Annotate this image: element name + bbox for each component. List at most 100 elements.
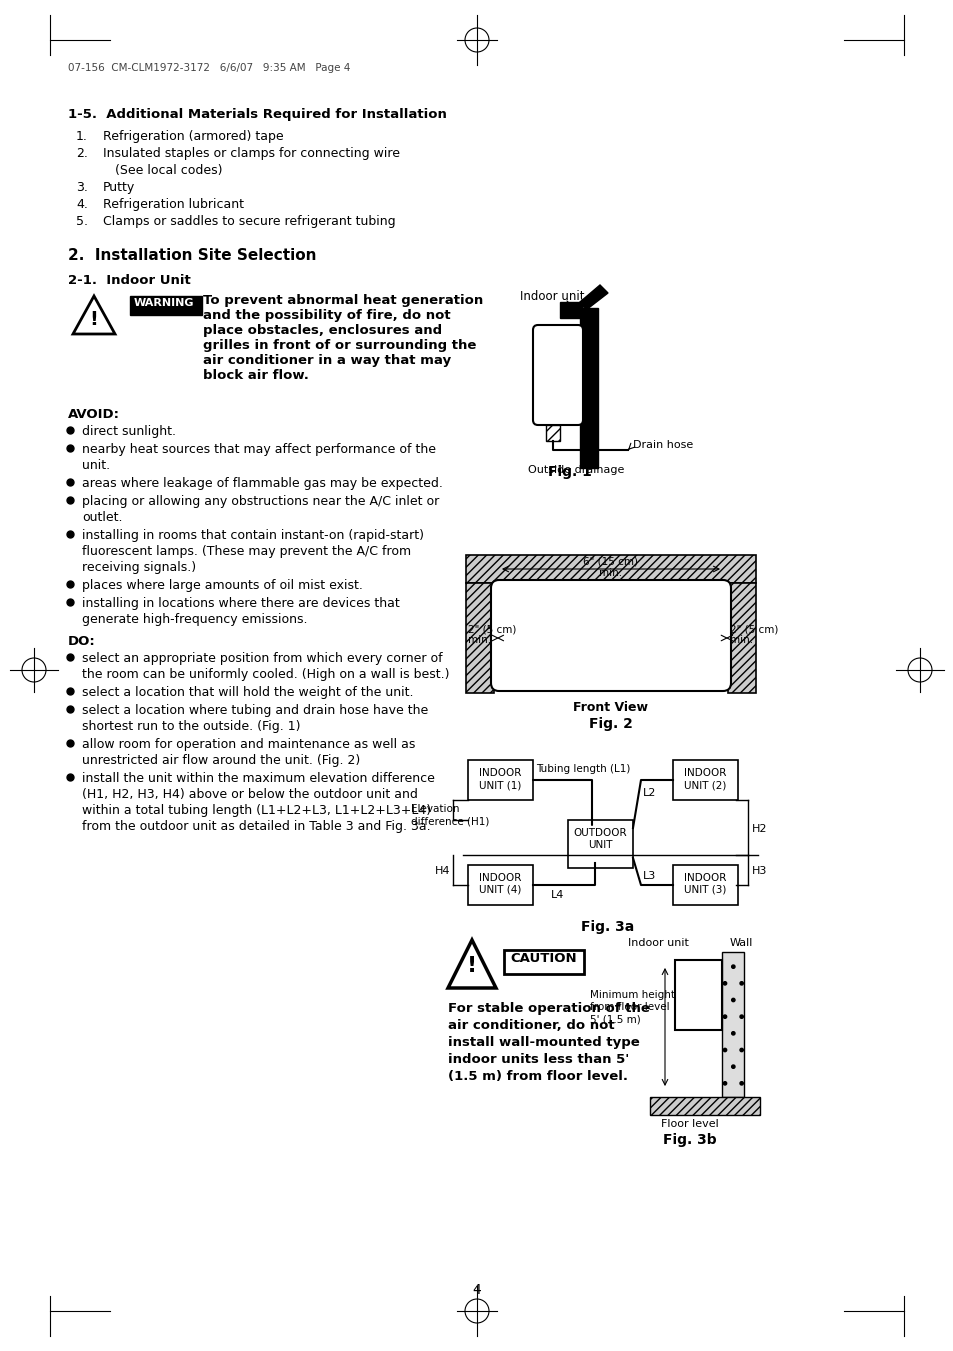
Text: Refrigeration lubricant: Refrigeration lubricant bbox=[103, 199, 244, 211]
Text: 2-1.  Indoor Unit: 2-1. Indoor Unit bbox=[68, 274, 191, 286]
Text: from floor level: from floor level bbox=[589, 1002, 669, 1012]
Text: !: ! bbox=[90, 309, 98, 330]
Text: INDOOR: INDOOR bbox=[478, 873, 521, 884]
Text: INDOOR: INDOOR bbox=[683, 767, 726, 778]
Bar bbox=[468, 761, 533, 800]
Text: unrestricted air flow around the unit. (Fig. 2): unrestricted air flow around the unit. (… bbox=[82, 754, 360, 767]
Bar bbox=[503, 950, 583, 974]
Text: 6" (15 cm): 6" (15 cm) bbox=[583, 557, 638, 567]
Text: places where large amounts of oil mist exist.: places where large amounts of oil mist e… bbox=[82, 580, 362, 592]
Text: min.: min. bbox=[729, 635, 752, 644]
Bar bbox=[468, 865, 533, 905]
Text: 1-5.  Additional Materials Required for Installation: 1-5. Additional Materials Required for I… bbox=[68, 108, 446, 122]
FancyBboxPatch shape bbox=[533, 326, 582, 426]
Text: Indoor unit: Indoor unit bbox=[519, 290, 584, 303]
Text: 5.: 5. bbox=[76, 215, 88, 228]
Text: Insulated staples or clamps for connecting wire: Insulated staples or clamps for connecti… bbox=[103, 147, 399, 159]
Text: Refrigeration (armored) tape: Refrigeration (armored) tape bbox=[103, 130, 283, 143]
Bar bbox=[559, 303, 581, 317]
Text: AVOID:: AVOID: bbox=[68, 408, 120, 422]
Text: Tubing length (L1): Tubing length (L1) bbox=[536, 765, 630, 774]
Text: fluorescent lamps. (These may prevent the A/C from: fluorescent lamps. (These may prevent th… bbox=[82, 544, 411, 558]
Text: 2" (5 cm): 2" (5 cm) bbox=[468, 624, 516, 634]
Text: unit.: unit. bbox=[82, 459, 110, 471]
Text: UNIT (1): UNIT (1) bbox=[478, 780, 521, 790]
Text: from the outdoor unit as detailed in Table 3 and Fig. 3a.: from the outdoor unit as detailed in Tab… bbox=[82, 820, 430, 834]
Text: UNIT: UNIT bbox=[588, 840, 612, 850]
Text: For stable operation of the: For stable operation of the bbox=[448, 1002, 649, 1015]
Text: the room can be uniformly cooled. (High on a wall is best.): the room can be uniformly cooled. (High … bbox=[82, 667, 449, 681]
Text: WARNING: WARNING bbox=[133, 299, 194, 308]
Text: 1.: 1. bbox=[76, 130, 88, 143]
Text: Fig. 3a: Fig. 3a bbox=[580, 920, 634, 934]
Bar bbox=[579, 308, 598, 467]
Polygon shape bbox=[73, 296, 115, 334]
Text: L4: L4 bbox=[551, 890, 564, 900]
Text: install wall-mounted type: install wall-mounted type bbox=[448, 1036, 639, 1048]
Text: H4: H4 bbox=[435, 866, 450, 875]
Text: Minimum height: Minimum height bbox=[589, 990, 675, 1000]
Text: Putty: Putty bbox=[103, 181, 135, 195]
FancyBboxPatch shape bbox=[491, 580, 730, 690]
Text: min.: min. bbox=[598, 567, 622, 578]
Text: 4.: 4. bbox=[76, 199, 88, 211]
Text: DO:: DO: bbox=[68, 635, 95, 648]
Bar bbox=[721, 952, 743, 1097]
Text: Elevation: Elevation bbox=[411, 804, 459, 815]
Text: Fig. 3b: Fig. 3b bbox=[662, 1133, 716, 1147]
Polygon shape bbox=[448, 940, 496, 988]
Text: air conditioner, do not: air conditioner, do not bbox=[448, 1019, 614, 1032]
Text: 3.: 3. bbox=[76, 181, 88, 195]
Text: UNIT (3): UNIT (3) bbox=[683, 885, 726, 894]
Text: shortest run to the outside. (Fig. 1): shortest run to the outside. (Fig. 1) bbox=[82, 720, 300, 734]
Text: Clamps or saddles to secure refrigerant tubing: Clamps or saddles to secure refrigerant … bbox=[103, 215, 395, 228]
Bar bbox=[675, 961, 721, 1029]
Text: Drain hose: Drain hose bbox=[633, 440, 693, 450]
Text: areas where leakage of flammable gas may be expected.: areas where leakage of flammable gas may… bbox=[82, 477, 442, 490]
Text: INDOOR: INDOOR bbox=[478, 767, 521, 778]
Text: Front View: Front View bbox=[573, 701, 648, 713]
Text: min.: min. bbox=[468, 635, 491, 644]
Text: (See local codes): (See local codes) bbox=[103, 163, 222, 177]
Text: receiving signals.): receiving signals.) bbox=[82, 561, 196, 574]
Text: installing in rooms that contain instant-on (rapid-start): installing in rooms that contain instant… bbox=[82, 530, 423, 542]
Text: allow room for operation and maintenance as well as: allow room for operation and maintenance… bbox=[82, 738, 415, 751]
Text: indoor units less than 5': indoor units less than 5' bbox=[448, 1052, 629, 1066]
Bar bbox=[649, 1097, 760, 1115]
Text: INDOOR: INDOOR bbox=[683, 873, 726, 884]
Bar bbox=[465, 555, 755, 584]
Text: CAUTION: CAUTION bbox=[510, 952, 577, 965]
Text: (1.5 m) from floor level.: (1.5 m) from floor level. bbox=[448, 1070, 627, 1084]
Text: (H1, H2, H3, H4) above or below the outdoor unit and: (H1, H2, H3, H4) above or below the outd… bbox=[82, 788, 417, 801]
Text: select an appropriate position from which every corner of: select an appropriate position from whic… bbox=[82, 653, 442, 665]
Text: L2: L2 bbox=[642, 788, 656, 798]
Text: 2.  Installation Site Selection: 2. Installation Site Selection bbox=[68, 249, 316, 263]
Text: Indoor unit: Indoor unit bbox=[627, 938, 688, 948]
Text: 4: 4 bbox=[472, 1283, 481, 1297]
Text: outlet.: outlet. bbox=[82, 511, 122, 524]
Text: generate high-frequency emissions.: generate high-frequency emissions. bbox=[82, 613, 307, 626]
Text: select a location where tubing and drain hose have the: select a location where tubing and drain… bbox=[82, 704, 428, 717]
Bar bbox=[545, 426, 559, 440]
Text: within a total tubing length (L1+L2+L3, L1+L2+L3+L4): within a total tubing length (L1+L2+L3, … bbox=[82, 804, 431, 817]
Text: 07-156  CM-CLM1972-3172   6/6/07   9:35 AM   Page 4: 07-156 CM-CLM1972-3172 6/6/07 9:35 AM Pa… bbox=[68, 63, 350, 73]
Text: H2: H2 bbox=[751, 824, 767, 834]
Bar bbox=[672, 865, 738, 905]
Bar bbox=[672, 761, 738, 800]
Text: To prevent abnormal heat generation
and the possibility of fire, do not
place ob: To prevent abnormal heat generation and … bbox=[203, 295, 483, 382]
Text: placing or allowing any obstructions near the A/C inlet or: placing or allowing any obstructions nea… bbox=[82, 494, 438, 508]
Text: L3: L3 bbox=[642, 871, 656, 881]
Bar bbox=[130, 296, 202, 315]
Text: nearby heat sources that may affect performance of the: nearby heat sources that may affect perf… bbox=[82, 443, 436, 457]
Text: direct sunlight.: direct sunlight. bbox=[82, 426, 175, 438]
Bar bbox=[727, 584, 755, 693]
Text: UNIT (2): UNIT (2) bbox=[683, 780, 726, 790]
Text: difference (H1): difference (H1) bbox=[411, 816, 489, 825]
Text: Fig. 2: Fig. 2 bbox=[588, 717, 632, 731]
Bar bbox=[465, 584, 494, 693]
Text: Fig. 1: Fig. 1 bbox=[547, 465, 591, 480]
Text: UNIT (4): UNIT (4) bbox=[478, 885, 521, 894]
Polygon shape bbox=[579, 285, 607, 309]
Text: installing in locations where there are devices that: installing in locations where there are … bbox=[82, 597, 399, 611]
Text: Wall: Wall bbox=[729, 938, 753, 948]
